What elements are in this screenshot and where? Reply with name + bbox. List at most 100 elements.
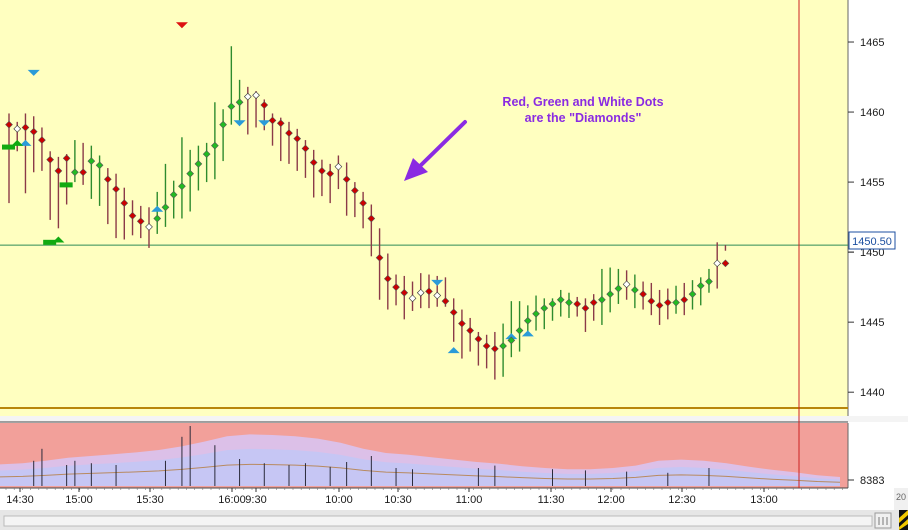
- signal-triangle-down: [27, 69, 40, 76]
- volume-axis-background: [848, 423, 908, 488]
- corner-glyph: 20: [896, 492, 906, 502]
- time-tick-label: 11:00: [456, 494, 483, 506]
- price-axis-background: [848, 0, 908, 420]
- diamond-dot: [285, 129, 293, 137]
- diamond-dot: [342, 175, 351, 184]
- diamond-dot: [565, 298, 573, 307]
- diamond-dot: [153, 214, 162, 223]
- diamond-dot: [178, 182, 186, 191]
- diamond-dot: [227, 102, 236, 111]
- diamond-dot: [606, 290, 614, 298]
- diamond-dot: [680, 295, 689, 304]
- diamond-dot: [29, 127, 38, 136]
- time-tick-label: 15:30: [136, 494, 164, 506]
- diamond-dot: [416, 288, 425, 297]
- diamond-dot: [425, 287, 433, 296]
- diamond-dot: [458, 319, 466, 328]
- signal-triangle-up: [19, 139, 32, 146]
- time-tick-label: 12:00: [597, 494, 625, 506]
- price-tick-label: 1450: [860, 247, 884, 259]
- diamond-dot: [95, 161, 104, 170]
- current-price-label: 1450.50: [852, 236, 892, 248]
- price-tick-label: 1445: [860, 317, 884, 329]
- diamond-dot: [507, 336, 516, 345]
- diamond-dot: [573, 300, 582, 308]
- diamond-dot: [186, 169, 194, 178]
- diamond-dot: [169, 190, 178, 199]
- diamond-dot: [672, 298, 680, 307]
- diamond-dot: [383, 274, 392, 283]
- diamond-dot: [598, 295, 606, 304]
- signal-triangle-up: [505, 333, 518, 340]
- diamond-dot: [252, 91, 260, 100]
- diamond-dot: [540, 304, 549, 312]
- diamond-dot: [318, 167, 326, 175]
- arrow-icon: [404, 120, 467, 181]
- diamond-dot: [639, 290, 647, 298]
- scrollbar-track[interactable]: [3, 515, 873, 527]
- diamond-dot: [62, 154, 71, 163]
- time-tick-label: 14:30: [6, 494, 34, 506]
- diamond-dot: [696, 281, 705, 290]
- price-axis: 1465 1460 1455 1450 1445 1440: [847, 0, 908, 420]
- diamond-dot: [449, 308, 458, 317]
- time-tick-label: 9:30: [245, 494, 266, 506]
- diamond-dot: [136, 217, 145, 226]
- signal-triangle-up: [151, 205, 164, 212]
- diamond-dot: [5, 120, 13, 129]
- volume-area: [0, 426, 841, 486]
- diamond-dot: [713, 259, 722, 268]
- signal-bar: [2, 144, 15, 150]
- diamond-dot: [367, 214, 376, 223]
- signal-triangle-down: [431, 279, 444, 286]
- price-tick-label: 1440: [860, 387, 884, 399]
- diamond-dot: [491, 344, 499, 353]
- time-tick-label: 15:00: [65, 494, 93, 506]
- diamond-dot: [334, 162, 343, 171]
- diamond-dot: [145, 223, 153, 231]
- price-tick-label: 1460: [860, 107, 884, 119]
- diamond-dot: [359, 199, 367, 207]
- diamond-dot: [400, 288, 409, 297]
- diamond-dot: [556, 295, 565, 304]
- volume-tick-label: 8383: [860, 475, 884, 487]
- diamond-dot: [71, 168, 79, 177]
- diamond-dot: [441, 297, 450, 305]
- time-tick-label: 13:00: [750, 494, 778, 506]
- diamond-dot: [688, 290, 697, 298]
- diamond-dot: [581, 304, 590, 312]
- diamond-dot: [309, 158, 318, 167]
- diamond-dot: [13, 125, 22, 133]
- annotation-line-1: Red, Green and White Dots: [502, 95, 663, 109]
- time-tick-label: 12:30: [668, 494, 696, 506]
- diamond-dot: [375, 253, 384, 262]
- diamond-dot: [194, 160, 203, 168]
- diamond-dot: [202, 150, 211, 158]
- diamond-dot: [721, 259, 730, 268]
- diamond-dot: [589, 298, 598, 307]
- diamond-dot: [523, 316, 532, 325]
- volume-band-inner: [0, 448, 840, 486]
- diamond-dot: [46, 155, 54, 164]
- diamond-dot: [243, 92, 252, 101]
- signal-triangle-down: [233, 120, 246, 127]
- diamond-dot: [515, 326, 524, 335]
- hazard-stripes-icon: [899, 510, 908, 530]
- diamond-dot: [301, 144, 310, 153]
- diamond-dot: [614, 284, 623, 293]
- diamond-dot: [392, 283, 400, 291]
- diamond-dot: [293, 134, 302, 143]
- price-tick-label: 1465: [860, 37, 884, 49]
- diamond-dot: [482, 342, 491, 350]
- diamond-dot: [474, 335, 483, 343]
- price-tick-label: 1455: [860, 177, 884, 189]
- time-tick-label: 10:00: [325, 494, 353, 506]
- diamond-dot: [260, 101, 269, 109]
- diamond-dot: [705, 277, 713, 286]
- signal-bar: [43, 239, 57, 245]
- diamond-dot: [112, 185, 120, 193]
- diamond-dot: [631, 286, 639, 294]
- diamond-dot: [532, 309, 540, 318]
